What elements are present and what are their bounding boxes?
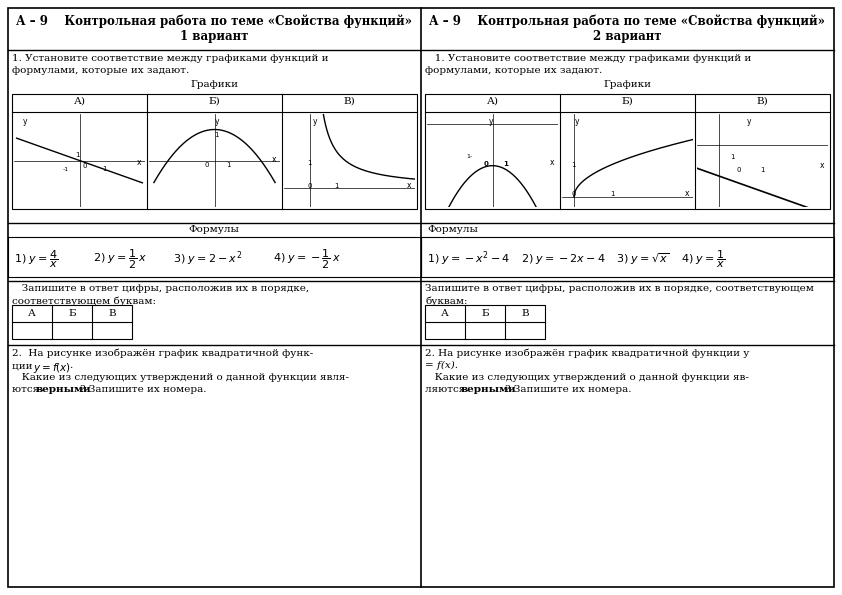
Text: 0: 0: [307, 183, 312, 189]
Text: 0: 0: [483, 161, 488, 167]
Text: 2 вариант: 2 вариант: [593, 30, 661, 43]
Text: -1: -1: [62, 167, 68, 172]
Text: А: А: [441, 309, 449, 318]
Text: y: y: [313, 117, 317, 126]
Text: 2) $y = -2x - 4$: 2) $y = -2x - 4$: [521, 252, 605, 266]
Text: 1: 1: [76, 152, 80, 158]
Text: 2.  На рисунке изображён график квадратичной функ-: 2. На рисунке изображён график квадратич…: [12, 349, 313, 359]
Text: 4) $y = \dfrac{1}{x}$: 4) $y = \dfrac{1}{x}$: [681, 248, 725, 270]
Text: 0: 0: [736, 167, 741, 173]
Bar: [12, 94, 417, 209]
Text: А): А): [73, 97, 86, 106]
Text: В: В: [108, 309, 116, 318]
Text: Запишите в ответ цифры, расположив их в порядке,: Запишите в ответ цифры, расположив их в …: [12, 284, 309, 293]
Bar: [425, 305, 545, 339]
Text: y: y: [24, 117, 28, 126]
Text: y: y: [747, 117, 751, 126]
Bar: [425, 94, 830, 209]
Text: x: x: [819, 161, 824, 170]
Text: x: x: [136, 158, 141, 167]
Text: буквам:: буквам:: [425, 296, 467, 305]
Text: 1: 1: [307, 160, 312, 166]
Text: .: .: [69, 361, 72, 370]
Text: ? Запишите их номера.: ? Запишите их номера.: [80, 385, 206, 394]
Text: В: В: [521, 309, 529, 318]
Text: 1: 1: [503, 161, 508, 167]
Text: Графики: Графики: [603, 80, 651, 89]
Text: 1. Установите соответствие между графиками функций и: 1. Установите соответствие между графика…: [425, 54, 751, 63]
Text: Формулы: Формулы: [189, 225, 239, 234]
Text: верными: верными: [36, 385, 92, 394]
Text: Б): Б): [621, 97, 633, 106]
Text: А – 9    Контрольная работа по теме «Свойства функций»: А – 9 Контрольная работа по теме «Свойст…: [16, 15, 412, 29]
Text: $y = f(x)$: $y = f(x)$: [33, 361, 71, 375]
Text: 1) $y = -x^2 - 4$: 1) $y = -x^2 - 4$: [427, 250, 510, 268]
Text: В): В): [344, 97, 355, 106]
Text: y: y: [575, 117, 579, 126]
Text: Какие из следующих утверждений о данной функции яв-: Какие из следующих утверждений о данной …: [425, 373, 749, 382]
Text: y: y: [215, 117, 219, 126]
Text: ции: ции: [12, 361, 35, 370]
Text: y: y: [488, 117, 493, 126]
Text: Графики: Графики: [190, 80, 238, 89]
Bar: [12, 305, 132, 339]
Text: Б: Б: [481, 309, 489, 318]
Text: 2. На рисунке изображён график квадратичной функции у: 2. На рисунке изображён график квадратич…: [425, 349, 749, 359]
Text: 1: 1: [226, 162, 231, 168]
Text: 1: 1: [610, 191, 615, 197]
Bar: [8, 237, 421, 277]
Text: = f(x).: = f(x).: [425, 361, 458, 370]
Text: В): В): [757, 97, 769, 106]
Text: 1: 1: [571, 162, 576, 168]
Text: 1-: 1-: [466, 154, 472, 159]
Text: формулами, которые их задают.: формулами, которые их задают.: [12, 66, 189, 75]
Text: 1: 1: [730, 154, 734, 159]
Text: соответствующем буквам:: соответствующем буквам:: [12, 296, 156, 305]
Text: 0: 0: [571, 191, 576, 197]
Text: формулами, которые их задают.: формулами, которые их задают.: [425, 66, 602, 75]
Text: ются: ются: [12, 385, 42, 394]
Text: 0: 0: [204, 162, 209, 168]
Text: Б: Б: [68, 309, 76, 318]
Text: верными: верными: [461, 385, 517, 394]
Text: А – 9    Контрольная работа по теме «Свойства функций»: А – 9 Контрольная работа по теме «Свойст…: [429, 15, 825, 29]
Text: А: А: [28, 309, 36, 318]
Text: x: x: [550, 158, 554, 167]
Text: 1 вариант: 1 вариант: [180, 30, 248, 43]
Text: А): А): [487, 97, 498, 106]
Text: 1. Установите соответствие между графиками функций и: 1. Установите соответствие между графика…: [12, 54, 328, 63]
Text: x: x: [407, 181, 411, 190]
Text: 3) $y = \sqrt{x}$: 3) $y = \sqrt{x}$: [616, 251, 669, 267]
Text: 3) $y = 2 - x^2$: 3) $y = 2 - x^2$: [173, 250, 242, 268]
Text: x: x: [272, 155, 276, 164]
Text: ? Запишите их номера.: ? Запишите их номера.: [505, 385, 632, 394]
Text: 2) $y = \dfrac{1}{2}\,x$: 2) $y = \dfrac{1}{2}\,x$: [93, 248, 147, 271]
Text: Запишите в ответ цифры, расположив их в порядке, соответствующем: Запишите в ответ цифры, расположив их в …: [425, 284, 814, 293]
Text: 1: 1: [759, 167, 765, 173]
Text: x: x: [685, 189, 689, 198]
Text: 1) $y = \dfrac{4}{x}$: 1) $y = \dfrac{4}{x}$: [14, 248, 58, 270]
Bar: [421, 237, 834, 277]
Text: 1: 1: [215, 132, 219, 138]
Text: Какие из следующих утверждений о данной функции явля-: Какие из следующих утверждений о данной …: [12, 373, 349, 382]
Text: 1: 1: [333, 183, 338, 189]
Text: 1: 1: [102, 166, 106, 172]
Text: Формулы: Формулы: [427, 225, 478, 234]
Text: ляются: ляются: [425, 385, 468, 394]
Text: 4) $y = -\dfrac{1}{2}\,x$: 4) $y = -\dfrac{1}{2}\,x$: [273, 248, 341, 271]
Text: 0: 0: [83, 163, 87, 169]
Text: Б): Б): [209, 97, 221, 106]
